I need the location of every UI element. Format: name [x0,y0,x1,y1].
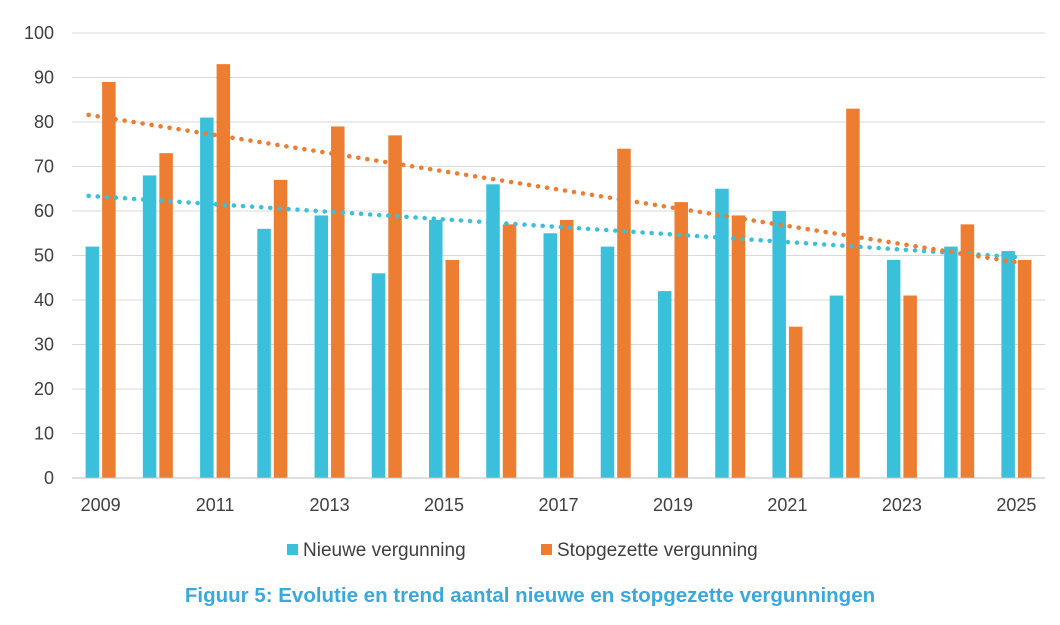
bars [85,64,1032,479]
bar-stopgezette [846,108,860,479]
bar-nieuwe [371,273,386,478]
x-tick-label: 2017 [538,495,578,515]
x-tick-label: 2023 [882,495,922,515]
bar-stopgezette [159,153,173,478]
trend-line-stopgezette [86,112,1021,265]
bar-stopgezette [273,179,288,478]
bar-nieuwe [429,219,443,478]
x-tick-label: 2011 [196,495,235,515]
bar-stopgezette [560,219,574,478]
bar-stopgezette [502,224,517,478]
y-tick-label: 90 [34,68,54,88]
bar-stopgezette [1017,259,1032,478]
trend-line-nieuwe [86,193,1021,260]
bar-nieuwe [944,246,958,478]
legend: Nieuwe vergunning Stopgezette vergunning [287,540,758,561]
y-tick-label: 70 [34,157,54,177]
y-tick-label: 30 [34,335,54,355]
bar-nieuwe [142,175,157,478]
y-tick-label: 80 [34,112,54,132]
x-tick-label: 2013 [310,495,350,515]
x-tick-label: 2021 [767,495,807,515]
y-tick-label: 10 [34,424,54,444]
x-tick-label: 2015 [424,495,464,515]
x-tick-label: 2009 [81,495,121,515]
bar-nieuwe [314,215,329,478]
bar-stopgezette [674,202,688,478]
bar-nieuwe [886,259,901,478]
bar-stopgezette [445,259,460,478]
y-axis: 0 10 20 30 40 50 60 70 80 90 100 [24,23,54,488]
bar-nieuwe [200,117,214,479]
bar-stopgezette [960,224,975,478]
bar-stopgezette [903,295,917,478]
bar-nieuwe [257,228,271,478]
legend-label: Nieuwe vergunning [303,540,466,561]
trend-lines [86,112,1021,265]
bar-stopgezette [617,148,631,478]
bar-nieuwe [85,246,100,478]
bar-nieuwe [829,295,844,478]
bar-stopgezette [102,81,116,478]
y-tick-label: 100 [24,23,54,43]
bar-stopgezette [788,326,803,478]
bar-nieuwe [715,188,729,478]
x-tick-label: 2019 [653,495,693,515]
bar-stopgezette [216,64,231,479]
y-tick-label: 20 [34,379,54,399]
bar-nieuwe [486,184,500,479]
figure-caption: Figuur 5: Evolutie en trend aantal nieuw… [184,584,876,607]
legend-label: Stopgezette vergunning [557,540,758,561]
bar-nieuwe [600,246,615,478]
x-tick-label: 2025 [996,495,1036,515]
x-axis: 2009 2011 2013 2015 2017 2019 2021 2023 2025 [81,495,1037,515]
bar-stopgezette [331,126,345,478]
bar-nieuwe [1001,251,1015,478]
legend-swatch [541,544,552,555]
y-tick-label: 40 [34,290,54,310]
legend-swatch [287,544,298,555]
y-tick-label: 0 [44,468,54,488]
bar-nieuwe [772,211,786,478]
bar-nieuwe [543,233,557,478]
y-tick-label: 60 [34,201,54,221]
bar-stopgezette [731,215,746,478]
grid-lines [72,32,1045,434]
bar-nieuwe [657,291,672,478]
y-tick-label: 50 [34,246,54,266]
bar-stopgezette [388,135,402,478]
